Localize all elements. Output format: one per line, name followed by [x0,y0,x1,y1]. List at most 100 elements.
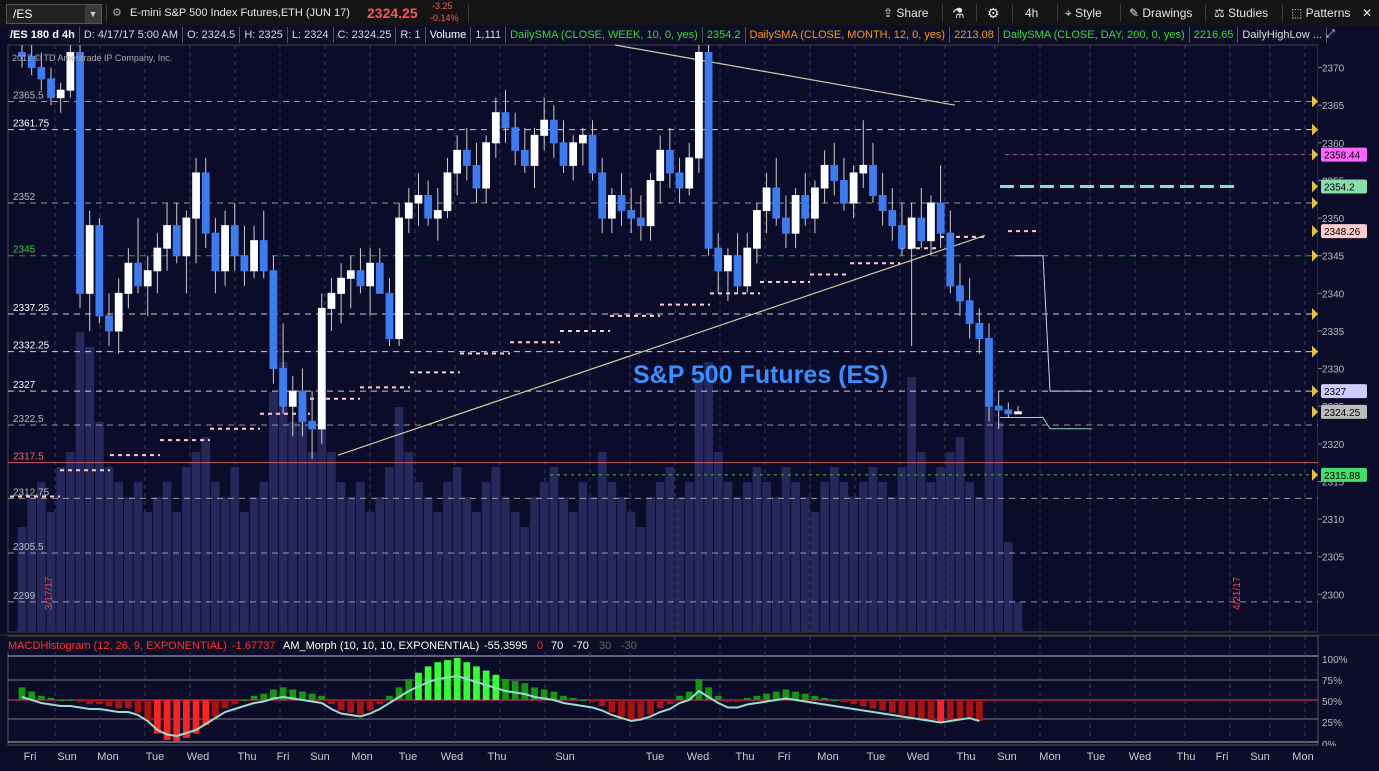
bar-close: C: 2324.25 [333,27,397,43]
time-axis-label: Mon [1039,751,1060,763]
macd-bar [289,689,297,700]
macd-bar [946,700,954,721]
volume-bar [17,527,27,632]
macd-bar [231,700,239,705]
volume-bar [249,497,259,632]
time-axis-label: Sun [997,751,1017,763]
study-header-text: -55.3595 [484,640,527,652]
style-icon: ⌖ [1065,6,1076,20]
study-axis-label: 100% [1322,655,1348,666]
volume-bar [153,497,162,632]
volume-bar [694,377,704,632]
macd-bar [328,700,335,705]
pencil-icon: ✎ [1129,6,1143,20]
candle-body [569,142,578,166]
timeframe-button[interactable]: 4h [1025,6,1039,20]
axis-tick-label: 2370 [1322,64,1345,75]
time-axis-label: Fri [1216,751,1229,763]
projection-lines [1000,255,1092,430]
macd-bar [975,700,983,721]
volume-bar [945,452,955,632]
close-icon[interactable]: ✕ [1362,6,1373,20]
share-button[interactable]: ⇪ Share [883,6,929,20]
volume-bar [520,527,530,632]
tag-arrow [1312,468,1318,481]
candle-body [898,225,906,249]
gear-icon[interactable]: ⚙ [987,5,1000,21]
volume-bar [684,482,694,632]
volume-bar [346,497,356,632]
candle-body [85,225,94,294]
flask-icon[interactable]: ⚗ [952,5,965,21]
volume-bar [443,482,452,632]
candle-body [936,202,945,234]
macd-bar [395,687,403,700]
candle-body [888,210,897,227]
volume-bar [220,497,230,632]
volume-bar [530,497,539,632]
volume-label: Volume [425,27,472,43]
lower-study-pane: 100% 75% 50% 25% 0% MACDHistogram (12, 26, 9,… [0,634,1379,751]
study-header-text: 0 [537,640,543,652]
studies-button[interactable]: ⚖ Studies [1214,6,1269,20]
axis-tick-label: 2310 [1322,515,1345,526]
volume-bar [46,512,56,632]
candle-body [404,202,413,219]
macd-bar [685,691,693,700]
pane-divider [0,634,1379,636]
macd-bar [434,662,442,700]
volume-bar [926,482,936,632]
macd-bar [66,700,74,701]
chevron-down-icon[interactable]: ▼ [85,5,101,23]
candle-body [182,217,191,257]
symbol-selector[interactable]: /ES ▼ [6,4,102,24]
time-axis-label: Sun [1250,751,1270,763]
candle-body [753,210,761,249]
tag-arrow [1312,385,1318,398]
symbol-text[interactable]: /ES [13,7,33,21]
resistance-trend-line [614,44,956,106]
volume-bar [878,482,887,632]
style-button[interactable]: ⌖ Style [1065,6,1102,20]
macd-bar [511,681,519,700]
axis-tick-label: 2320 [1322,440,1345,451]
date-label: 3/17/17 [44,576,55,610]
chart-title: /ES 180 d 4h [6,27,80,43]
settings-icon[interactable]: ⚙ [112,7,122,19]
expand-icon[interactable]: ⤢ [1326,28,1335,40]
macd-bar [270,689,277,700]
drawings-button[interactable]: ✎ Drawings [1129,6,1193,20]
axis-tick-label: 2330 [1322,365,1345,376]
toolbar-divider [942,4,943,22]
price-axis: 2300230523102315232023252330233523402345… [44,45,1379,632]
candle-body [791,195,800,234]
study-axis-label: 0% [1322,740,1337,751]
volume-bar [211,482,220,632]
candle-body [627,210,636,219]
level-label: 2361.75 [13,119,50,130]
volume-bar [298,407,307,632]
candle-body [965,300,974,324]
candle-body [636,217,645,227]
morph-line [21,674,980,738]
candle-body [840,179,848,204]
volume-bar [955,437,965,632]
sma-month-label: DailySMA (CLOSE, MONTH, 12, 0, yes) [745,27,951,43]
macd-bar [163,700,171,740]
volume-bar [75,332,85,632]
candle-body [501,112,510,129]
info-bar: /ES 180 d 4h D: 4/17/17 5:00 AM O: 2324.5 H… [6,27,1327,43]
axis-tick-label: 2350 [1322,214,1345,225]
macd-bar [550,691,558,700]
candle-body [907,217,916,249]
price-tag [1321,404,1367,419]
level-arrow [1312,123,1318,136]
time-axis-label: Tue [399,751,418,763]
volume-bar [481,482,491,632]
toolbar-divider [1282,4,1283,22]
volume-bar [655,482,665,632]
studies-icon: ⚖ [1214,6,1229,20]
bar-high: H: 2325 [240,27,288,43]
patterns-button[interactable]: ⬚ Patterns [1291,6,1351,20]
